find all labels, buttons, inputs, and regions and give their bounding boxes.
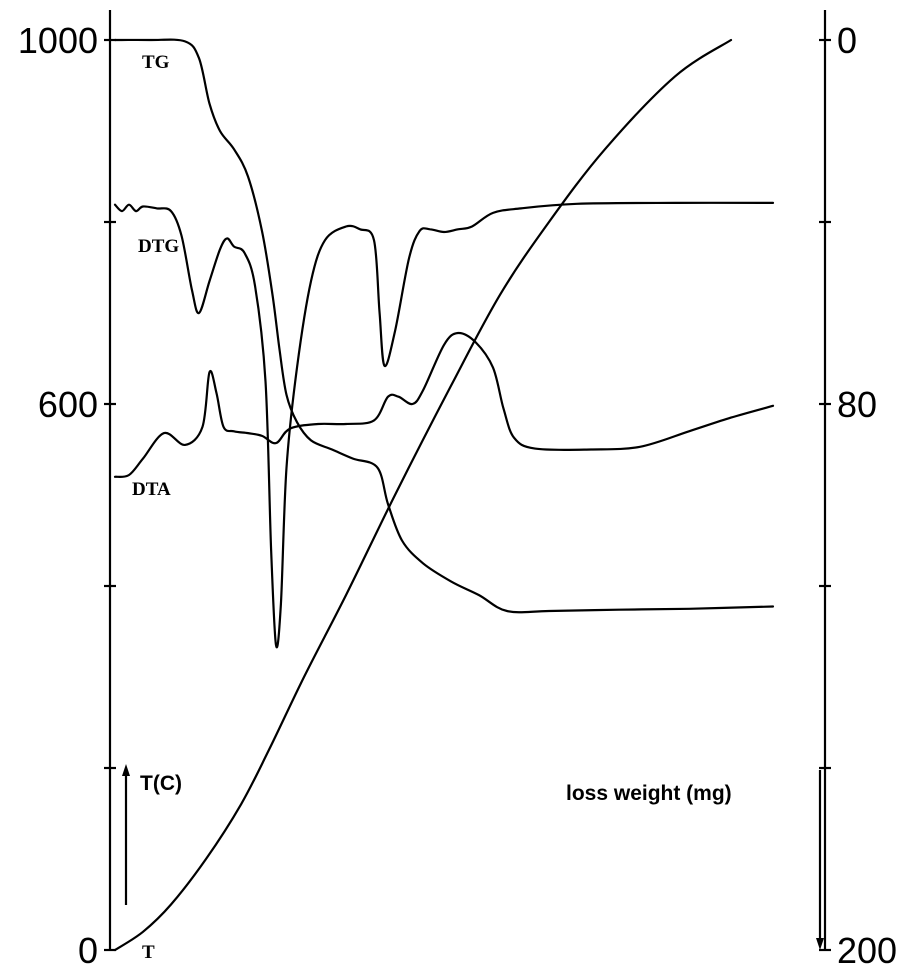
dtg-curve <box>113 201 775 649</box>
tg-curve-label: TG <box>142 52 170 73</box>
right-axis-title: loss weight (mg) <box>566 782 732 805</box>
down-arrow-head-icon <box>816 938 824 950</box>
dta-curve <box>113 331 775 479</box>
labels: TG DTG DTA T T(C) loss weight (mg) <box>132 52 732 963</box>
left-tick-label: 600 <box>38 384 98 425</box>
t-curve <box>113 38 733 952</box>
left-axis-title: T(C) <box>140 772 182 795</box>
up-arrow-head-icon <box>122 764 130 776</box>
dta-curve-label: DTA <box>132 479 171 500</box>
right-tick-label: 80 <box>837 384 877 425</box>
right-tick-label: 0 <box>837 20 857 61</box>
tg-curve <box>113 38 775 614</box>
t-curve-label: T <box>142 942 155 963</box>
left-tick-label: 0 <box>78 930 98 967</box>
axes: 0 600 1000 0 80 200 <box>18 10 897 967</box>
right-tick-label: 200 <box>837 930 897 967</box>
dtg-curve-label: DTG <box>138 236 179 257</box>
curves <box>113 38 775 952</box>
left-tick-label: 1000 <box>18 20 98 61</box>
